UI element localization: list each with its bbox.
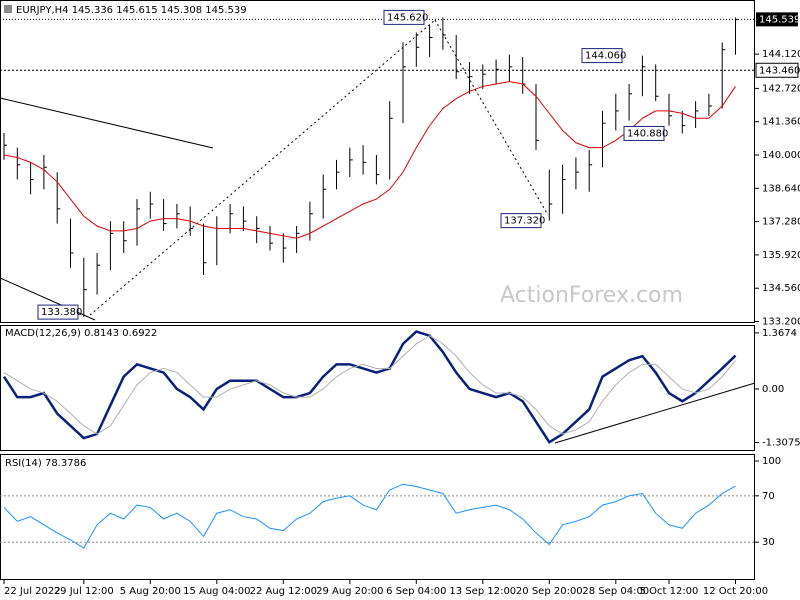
annotation-box (623, 125, 665, 141)
swing-line (89, 19, 436, 316)
y-tick-label: 30 (762, 537, 775, 548)
indicator-line (3, 483, 736, 549)
annotation-label: 145.620 (387, 12, 428, 23)
annotation-label: 133.380 (41, 307, 82, 318)
annotation-box (500, 213, 542, 229)
x-tick-label: 28 Sep 04:00 (582, 586, 649, 597)
symbol-icon (4, 5, 12, 13)
trend-line (0, 277, 96, 321)
annotation-label: 144.060 (585, 51, 626, 62)
y-tick-label: 141.360 (762, 117, 800, 128)
annotation-box (383, 9, 425, 25)
panel-title: MACD(12,26,9) 0.8143 0.6922 (5, 328, 157, 339)
annotation-label: 137.320 (504, 216, 545, 227)
x-tick-label: 13 Sep 12:00 (449, 586, 516, 597)
x-tick-label: 15 Aug 04:00 (183, 586, 250, 597)
y-tick-label: 144.120 (762, 49, 800, 60)
indicator-line (3, 335, 736, 435)
y-tick-label: -1.3075 (762, 438, 800, 449)
x-tick-label: 5 Oct 12:00 (640, 586, 699, 597)
price-panel-frame (0, 0, 755, 323)
level-box (755, 62, 799, 78)
annotation-label: 140.880 (627, 128, 668, 139)
x-tick-label: 22 Aug 12:00 (250, 586, 317, 597)
annotation-box (581, 48, 623, 64)
y-tick-label: 137.280 (762, 217, 800, 228)
x-tick-label: 5 Aug 20:00 (120, 586, 181, 597)
panel-title: RSI(14) 78.3786 (5, 458, 86, 469)
symbol-header: EURJPY,H4 145.336 145.615 145.308 145.53… (16, 5, 247, 16)
trend-line (0, 97, 214, 149)
price-label: 145.539 (759, 14, 800, 25)
x-tick-label: 12 Oct 20:00 (703, 586, 768, 597)
y-tick-label: 100 (762, 456, 781, 467)
y-tick-label: 138.640 (762, 183, 800, 194)
y-tick-label: 1.3674 (762, 328, 797, 339)
level-label: 143.460 (759, 65, 800, 76)
y-tick-label: 135.920 (762, 250, 800, 261)
y-tick-label: 142.720 (762, 83, 800, 94)
watermark: ActionForex.com (500, 283, 683, 308)
y-tick-label: 70 (762, 491, 775, 502)
x-tick-label: 20 Sep 20:00 (516, 586, 583, 597)
y-tick-label: 0.00 (762, 384, 784, 395)
y-tick-label: 134.560 (762, 283, 800, 294)
rsi-panel-frame (0, 454, 755, 580)
macd-trend-line (554, 382, 756, 444)
x-tick-label: 6 Sep 04:00 (386, 586, 446, 597)
y-tick-label: 133.200 (762, 317, 800, 328)
macd-panel-frame (0, 325, 755, 451)
moving-average (3, 81, 736, 239)
x-tick-label: 29 Aug 20:00 (316, 586, 383, 597)
x-tick-label: 29 Jul 12:00 (54, 586, 114, 597)
annotation-box (37, 304, 79, 320)
y-tick-label: 140.000 (762, 150, 800, 161)
indicator-line (2, 330, 737, 444)
price-box (756, 12, 798, 27)
x-tick-label: 22 Jul 2022 (4, 586, 61, 597)
